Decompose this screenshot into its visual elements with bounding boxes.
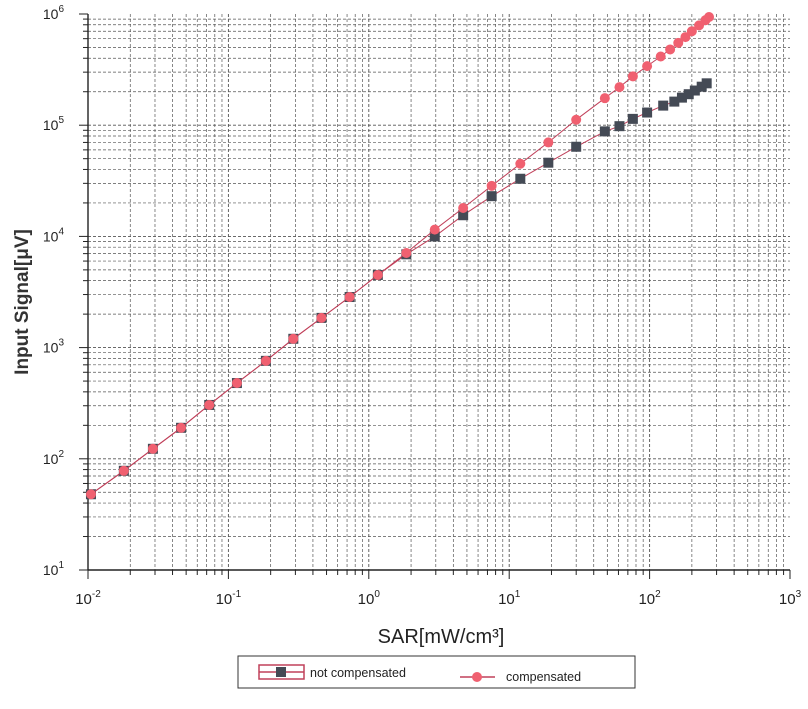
x-tick-label: 100: [358, 589, 381, 608]
data-point-square: [642, 107, 653, 118]
data-point-circle: [642, 61, 653, 72]
legend-label-not-compensated: not compensated: [310, 666, 406, 680]
data-point-circle: [458, 203, 469, 214]
data-point-circle: [429, 224, 440, 235]
y-tick-label: 101: [43, 560, 65, 578]
data-point-circle: [599, 93, 610, 104]
x-tick-label: 103: [779, 589, 802, 608]
y-tick-label: 106: [43, 4, 65, 22]
x-tick-label: 10-2: [75, 589, 101, 608]
data-point-square: [515, 173, 526, 184]
grid: [88, 14, 790, 570]
series-compensated: [85, 11, 715, 500]
data-point-circle: [260, 355, 271, 366]
data-point-square: [669, 96, 680, 107]
y-tick-label: 104: [43, 226, 65, 244]
data-point-circle: [85, 489, 96, 500]
data-point-circle: [231, 378, 242, 389]
data-point-square: [614, 121, 625, 132]
data-point-circle: [288, 333, 299, 344]
data-point-square: [701, 78, 712, 89]
x-tick-label: 10-1: [216, 589, 242, 608]
data-point-circle: [401, 247, 412, 258]
data-point-square: [571, 141, 582, 152]
data-point-square: [543, 157, 554, 168]
legend-label-compensated: compensated: [506, 670, 581, 684]
x-tick-label: 101: [498, 589, 521, 608]
axes: [87, 14, 790, 571]
x-axis-label: SAR[mW/cm³]: [378, 626, 505, 648]
y-tick-label: 102: [43, 449, 65, 467]
data-point-circle: [176, 422, 187, 433]
y-tick-label: 105: [43, 115, 65, 133]
data-point-square: [689, 85, 700, 96]
data-point-circle: [673, 37, 684, 48]
data-point-circle: [147, 443, 158, 454]
data-point-circle: [571, 114, 582, 125]
ticks: 10-2 10-1 100 101 102 103 101 102 103 104 105 106: [43, 4, 802, 608]
data-point-circle: [665, 44, 676, 55]
legend: not compensated compensated: [237, 655, 636, 689]
legend-item-compensated: compensated: [460, 670, 581, 684]
data-point-circle: [344, 292, 355, 303]
data-point-square: [658, 100, 669, 111]
data-point-circle: [543, 137, 554, 148]
legend-item-not-compensated: not compensated: [258, 664, 406, 680]
legend-marker-circle: [472, 672, 482, 682]
data-point-circle: [614, 82, 625, 93]
data-point-circle: [204, 399, 215, 410]
legend-marker-square: [276, 667, 286, 677]
data-point-circle: [118, 465, 129, 476]
x-tick-label: 102: [638, 589, 661, 608]
data-point-circle: [704, 11, 715, 22]
y-tick-label: 103: [43, 338, 65, 356]
data-point-square: [458, 210, 469, 221]
data-point-circle: [372, 269, 383, 280]
data-point-square: [599, 126, 610, 137]
series: [85, 11, 715, 500]
data-point-circle: [627, 71, 638, 82]
data-point-circle: [680, 32, 691, 43]
data-point-square: [627, 113, 638, 124]
data-point-circle: [486, 180, 497, 191]
data-point-square: [676, 92, 687, 103]
data-point-square: [486, 191, 497, 202]
data-point-square: [429, 231, 440, 242]
data-point-circle: [515, 158, 526, 169]
data-point-circle: [316, 312, 327, 323]
data-point-circle: [655, 51, 666, 62]
data-point-square: [683, 89, 694, 100]
y-axis-label: Input Signal[μV]: [12, 229, 33, 375]
data-point-circle: [686, 26, 697, 37]
